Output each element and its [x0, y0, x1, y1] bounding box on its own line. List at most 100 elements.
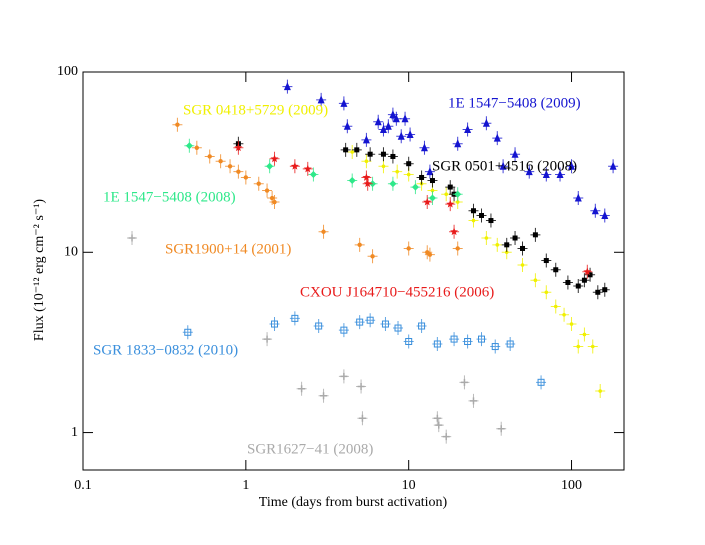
data-point [533, 278, 538, 283]
data-point [362, 173, 371, 181]
data-point [271, 320, 279, 328]
data-point [479, 212, 485, 218]
data-point [442, 433, 450, 441]
data-point [290, 162, 299, 170]
data-point [370, 254, 375, 259]
data-point [569, 322, 574, 326]
data-point [389, 110, 397, 119]
data-point [444, 192, 449, 196]
data-point [504, 242, 510, 248]
data-point [389, 180, 397, 188]
data-point [357, 242, 362, 248]
data-point [499, 161, 507, 170]
series-label: 1E 1547−5408 (2008) [103, 189, 236, 205]
data-point [446, 199, 455, 208]
data-point [270, 154, 279, 163]
data-point [590, 344, 595, 349]
data-point [433, 414, 441, 422]
data-point [309, 171, 317, 179]
data-point [581, 277, 587, 283]
data-point [175, 122, 180, 127]
data-point [381, 320, 389, 328]
data-point [366, 316, 374, 324]
data-point [266, 162, 274, 170]
x-tick-label: 0.1 [74, 478, 92, 493]
y-axis-label: Flux (10⁻¹² erg cm⁻² s⁻¹) [32, 199, 47, 341]
data-point [348, 177, 356, 185]
data-point [511, 149, 519, 158]
series-label: 1E 1547−5408 (2009) [448, 95, 581, 111]
plot-frame [82, 71, 625, 471]
data-point [574, 193, 582, 202]
data-point [455, 246, 460, 251]
x-tick-label: 100 [561, 478, 582, 493]
data-point [447, 184, 453, 190]
data-point [354, 147, 360, 153]
data-point [532, 232, 538, 238]
data-point [506, 340, 514, 348]
data-point [583, 267, 592, 276]
data-point [218, 159, 223, 164]
data-point [340, 326, 348, 334]
data-point [263, 335, 271, 343]
data-point [298, 385, 306, 393]
data-point [429, 178, 435, 184]
data-point [340, 372, 348, 380]
data-point [430, 188, 435, 193]
data-point [582, 332, 587, 337]
data-point [428, 194, 436, 202]
y-tick-label: 1 [71, 425, 78, 440]
data-point [303, 164, 312, 173]
data-point [464, 124, 472, 133]
data-point [435, 421, 443, 429]
data-point [601, 210, 609, 219]
data-point [243, 175, 249, 180]
series-label: SGR1900+14 (2001) [165, 241, 291, 257]
data-point [484, 236, 489, 240]
data-point [556, 170, 564, 179]
x-axis-label: Time (days from burst activation) [259, 495, 448, 510]
data-point [562, 313, 566, 317]
data-point [426, 167, 434, 176]
series-label: SGR 1833−0832 (2010) [93, 342, 238, 358]
data-point [542, 170, 550, 179]
data-point [184, 328, 192, 336]
data-point [272, 199, 277, 205]
data-point [283, 82, 291, 91]
data-point [420, 143, 428, 152]
data-point [419, 174, 425, 180]
data-point [390, 153, 396, 159]
y-tick-label: 100 [57, 64, 78, 79]
data-point [455, 200, 460, 204]
data-point [379, 124, 387, 133]
data-point [450, 335, 458, 343]
data-point [609, 161, 617, 170]
data-point [495, 243, 500, 247]
data-point [568, 161, 576, 170]
data-point [358, 414, 366, 422]
data-point [320, 392, 328, 400]
data-point [602, 287, 608, 293]
data-point [227, 164, 233, 169]
data-point [340, 98, 348, 107]
data-point [576, 344, 581, 349]
data-point [343, 147, 349, 153]
data-point [291, 314, 299, 322]
data-point [357, 383, 365, 391]
series-label: CXOU J164710−455216 (2006) [300, 284, 494, 300]
data-point [380, 151, 386, 157]
data-point [411, 183, 419, 191]
data-point [454, 139, 462, 148]
data-point [234, 143, 243, 152]
data-point [469, 397, 477, 405]
data-point [406, 246, 411, 251]
series-label: SGR 0418+5729 (2009) [183, 102, 328, 118]
data-point [460, 378, 468, 386]
data-point [394, 324, 402, 332]
data-point [374, 117, 382, 126]
data-point [595, 289, 601, 295]
x-tick-label: 10 [402, 478, 416, 493]
data-point [315, 322, 323, 330]
data-point [493, 133, 501, 142]
data-point [236, 169, 241, 174]
